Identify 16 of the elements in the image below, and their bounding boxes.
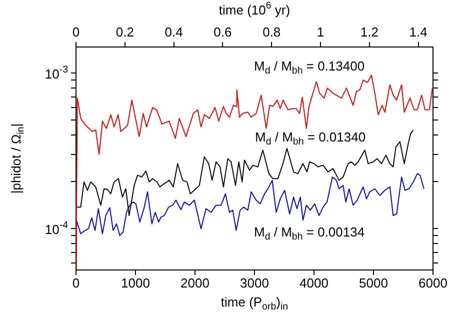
- x-tick-label: 1000: [121, 276, 150, 291]
- x-tick-label: 4000: [300, 276, 328, 291]
- x2-tick-label: 1.4: [409, 24, 428, 40]
- x-tick-label: 3000: [240, 276, 269, 291]
- x2-tick-label: 0.4: [164, 24, 183, 40]
- y-axis-title: |phidot / Ωin|: [8, 123, 27, 194]
- x-tick-label: 2000: [180, 276, 210, 291]
- x2-tick-label: 0.8: [262, 24, 281, 40]
- x2-tick-label: 0.2: [116, 24, 134, 40]
- x2-tick-label: 0.6: [214, 24, 232, 40]
- x2-tick-label: 0: [72, 24, 80, 40]
- x-tick-label: 0: [72, 276, 80, 291]
- x-tick-label: 6000: [418, 276, 448, 291]
- x2-tick-label: 1: [316, 24, 324, 40]
- x2-tick-label: 1.2: [360, 24, 378, 40]
- x-tick-label: 5000: [359, 276, 388, 291]
